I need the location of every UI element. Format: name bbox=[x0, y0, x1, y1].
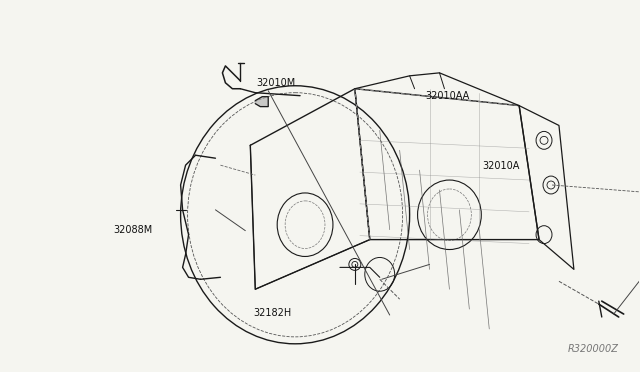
Text: 32182H: 32182H bbox=[253, 308, 291, 318]
Text: R320000Z: R320000Z bbox=[568, 344, 619, 354]
Text: 32010A: 32010A bbox=[483, 161, 520, 171]
Polygon shape bbox=[255, 97, 268, 107]
Text: 32088M: 32088M bbox=[113, 225, 152, 235]
Text: 32010AA: 32010AA bbox=[425, 90, 469, 100]
Text: 32010M: 32010M bbox=[256, 78, 296, 88]
